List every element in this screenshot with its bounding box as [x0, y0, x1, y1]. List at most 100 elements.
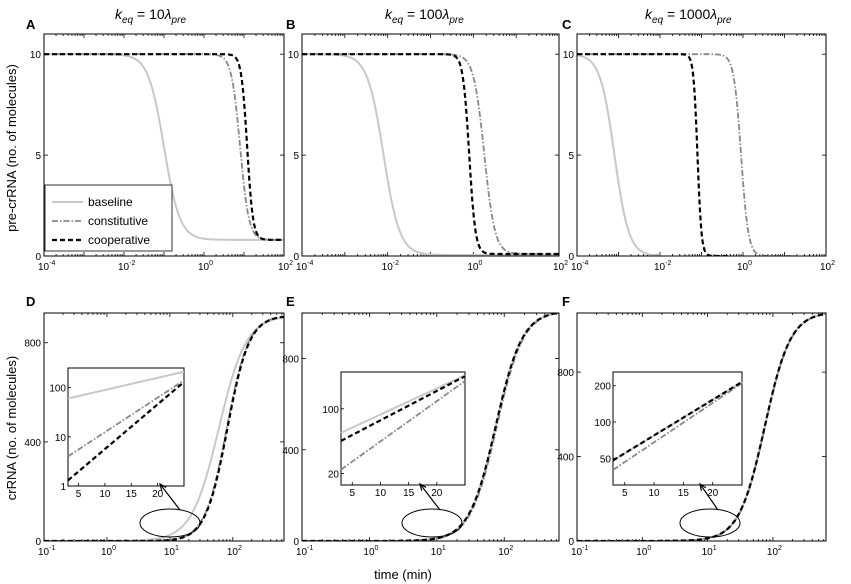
legend-box	[44, 184, 173, 252]
x-tick-label: 102	[767, 545, 782, 558]
x-tick-label: 10-2	[654, 260, 671, 273]
x-tick-label: 102	[820, 260, 835, 273]
inset-x-tick-label: 20	[431, 488, 443, 499]
inset-E: 5 10 15 20 20 100	[322, 371, 466, 499]
zoom-ellipse	[139, 508, 201, 538]
plot-frame	[43, 33, 285, 257]
y-tick-label: 5	[568, 151, 574, 162]
y-tick-label: 10	[288, 50, 300, 61]
inset-y-tick-label: 20	[328, 469, 340, 480]
inset-x-tick-label: 5	[622, 488, 628, 499]
inset-x-tick-label: 20	[152, 489, 164, 500]
panel-E: E 10-1 100 101 102 0 400 800 5 10 15 20 20 100	[282, 294, 560, 558]
inset-x-tick-label: 15	[403, 488, 415, 499]
inset-y-tick-label: 100	[322, 405, 339, 416]
zoom-arrow	[419, 483, 441, 511]
y-tick-label: 0	[293, 252, 299, 263]
y-tick-label: 800	[24, 339, 41, 350]
series-cooperative	[302, 313, 559, 541]
inset-series-baseline	[340, 374, 466, 434]
x-tick-label: 100	[363, 545, 378, 558]
panel-F: F 10-1 100 101 102 0 400 800 5 10 15 20 50 100 200	[557, 294, 827, 558]
x-tick-label: 102	[553, 260, 568, 273]
y-tick-label: 10	[30, 50, 42, 61]
zoom-ellipse	[679, 508, 741, 538]
plot-frame	[301, 312, 560, 542]
inset-series-constitutive	[340, 380, 466, 471]
inset-y-tick-label: 100	[49, 384, 66, 395]
y-tick-label: 0	[35, 252, 41, 263]
plot-frame	[43, 312, 285, 542]
x-tick-label: 100	[198, 260, 213, 273]
x-tick-label: 100	[737, 260, 752, 273]
x-tick-label: 101	[431, 545, 446, 558]
zoom-arrow-head	[419, 482, 427, 491]
series-constitutive	[302, 53, 559, 255]
plot-frame	[576, 312, 827, 542]
series-cooperative	[577, 313, 826, 541]
series-cooperative	[577, 53, 731, 256]
inset-x-tick-label: 5	[76, 489, 82, 500]
y-tick-label: 0	[568, 252, 574, 263]
x-tick-label: 101	[702, 545, 717, 558]
x-tick-label: 10-2	[382, 260, 399, 273]
inset-y-tick-label: 1	[60, 482, 66, 493]
zoom-arrow-head	[699, 482, 707, 491]
x-tick-label: 10-2	[118, 260, 135, 273]
title-A: keq = 10λpre	[115, 6, 186, 26]
inset-x-tick-label: 5	[349, 488, 355, 499]
x-tick-label: 10-1	[571, 545, 588, 558]
legend: baseline constitutive cooperative	[44, 184, 173, 252]
panel-letter-B: B	[286, 17, 295, 32]
zoom-arrow	[159, 483, 181, 511]
panel-B: B 10-4 10-2 100 102 0 5 10	[286, 17, 568, 273]
panel-letter-C: C	[562, 17, 572, 32]
zoom-arrow-head	[159, 482, 167, 491]
x-tick-label: 10-1	[296, 545, 313, 558]
inset-D: 5 10 15 20 1 10 100	[49, 367, 185, 500]
series-cooperative	[302, 53, 559, 256]
panel-A: A 10-4 10-2 100 102 0 5 10	[26, 17, 293, 273]
plot-frame	[576, 33, 827, 257]
inset-series-baseline	[67, 370, 185, 400]
series-baseline	[302, 53, 559, 256]
y-tick-label: 0	[568, 537, 574, 548]
x-tick-label: 10-1	[38, 545, 55, 558]
y-tick-label: 400	[282, 446, 299, 457]
inset-x-tick-label: 15	[126, 489, 138, 500]
inset-x-tick-label: 20	[707, 488, 719, 499]
inset-series-constitutive	[612, 382, 743, 471]
x-tick-label: 10-4	[296, 260, 313, 273]
svg-text:keq = 10λpre: keq = 10λpre	[115, 6, 186, 26]
x-tick-label: 100	[467, 260, 482, 273]
zoom-arrow	[699, 483, 719, 511]
x-tick-label: 100	[101, 545, 116, 558]
y-tick-label: 400	[24, 438, 41, 449]
x-tick-label: 102	[498, 545, 513, 558]
panel-C: C 10-4 10-2 100 102 0 5 10	[562, 17, 835, 273]
inset-x-tick-label: 15	[678, 488, 690, 499]
y-tick-label: 800	[557, 368, 574, 379]
title-C: keq = 1000λpre	[645, 6, 732, 26]
inset-x-tick-label: 10	[375, 488, 387, 499]
x-tick-label: 10-4	[571, 260, 588, 273]
y-tick-label: 10	[563, 50, 575, 61]
x-tick-label: 10-4	[38, 260, 55, 273]
inset-x-tick-label: 10	[99, 489, 111, 500]
title-B: keq = 100λpre	[385, 6, 464, 26]
y-axis-label-top: pre-crRNA (no. of molecules)	[4, 64, 19, 232]
inset-series-cooperative	[67, 381, 185, 482]
plot-frame	[301, 33, 560, 257]
legend-label-baseline: baseline	[88, 195, 133, 209]
series-cooperative	[44, 53, 284, 241]
inset-F: 5 10 15 20 50 100 200	[594, 371, 743, 499]
x-tick-label: 102	[227, 545, 242, 558]
svg-text:keq = 1000λpre: keq = 1000λpre	[645, 6, 732, 26]
y-tick-label: 5	[293, 151, 299, 162]
panel-letter-F: F	[562, 294, 570, 309]
y-tick-label: 0	[293, 537, 299, 548]
y-tick-label: 800	[282, 355, 299, 366]
panel-letter-D: D	[26, 294, 35, 309]
legend-label-cooperative: cooperative	[88, 233, 150, 247]
